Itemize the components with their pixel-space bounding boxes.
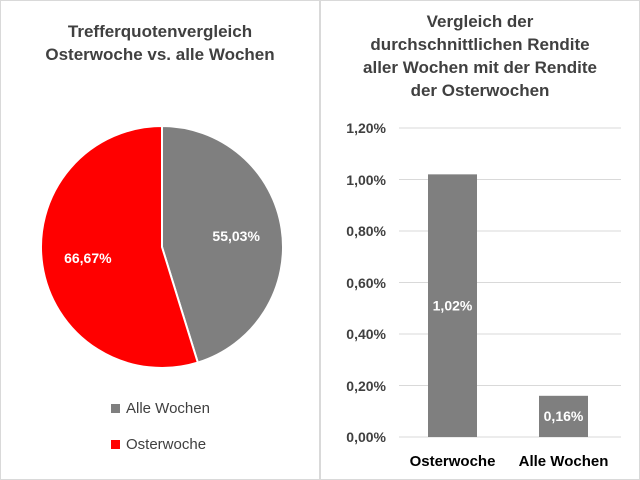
- y-tick-label: 1,00%: [346, 171, 386, 188]
- pie-data-label-alle-wochen: 55,03%: [212, 228, 260, 244]
- pie-chart-title: Trefferquotenvergleich Osterwoche vs. al…: [45, 22, 275, 64]
- pie-slice-alle-wochen: [161, 124, 285, 364]
- legend-label-alle-wochen: Alle Wochen: [126, 400, 210, 417]
- bar-osterwoche: [428, 174, 477, 437]
- y-tick-label: 0,00%: [346, 429, 386, 445]
- legend-swatch-alle-wochen: [111, 404, 120, 413]
- pie-chart-panel: Trefferquotenvergleich Osterwoche vs. al…: [0, 0, 320, 480]
- bar-chart-panel: Vergleich der durchschnittlichen Rendite…: [320, 0, 640, 480]
- bar-alle-wochen: [539, 395, 588, 437]
- pie-slice-osterwoche: [40, 124, 200, 369]
- y-tick-label: 0,60%: [346, 274, 386, 291]
- x-tick-label-alle-wochen: Alle Wochen: [518, 453, 609, 470]
- legend-item-alle-wochen: Alle Wochen: [111, 400, 210, 417]
- bar-chart-title: Vergleich der durchschnittlichen Rendite…: [363, 12, 597, 100]
- bar-chart: 1,02% 0,16%: [399, 127, 621, 438]
- pie-data-label-osterwoche: 66,67%: [64, 250, 112, 266]
- bar-data-label-osterwoche: 1,02%: [433, 298, 473, 314]
- legend-item-osterwoche: Osterwoche: [111, 436, 206, 453]
- legend-swatch-osterwoche: [111, 440, 120, 449]
- legend-label-osterwoche: Osterwoche: [126, 436, 207, 453]
- pie-chart: 55,03% 66,67%: [40, 124, 285, 369]
- bar-data-label-alle-wochen: 0,16%: [544, 408, 584, 424]
- y-tick-label: 0,40%: [346, 326, 386, 342]
- y-tick-label: 0,80%: [346, 223, 386, 239]
- x-tick-label-osterwoche: Osterwoche: [409, 453, 496, 470]
- y-tick-label: 0,20%: [346, 377, 386, 394]
- y-tick-label: 1,20%: [346, 120, 386, 136]
